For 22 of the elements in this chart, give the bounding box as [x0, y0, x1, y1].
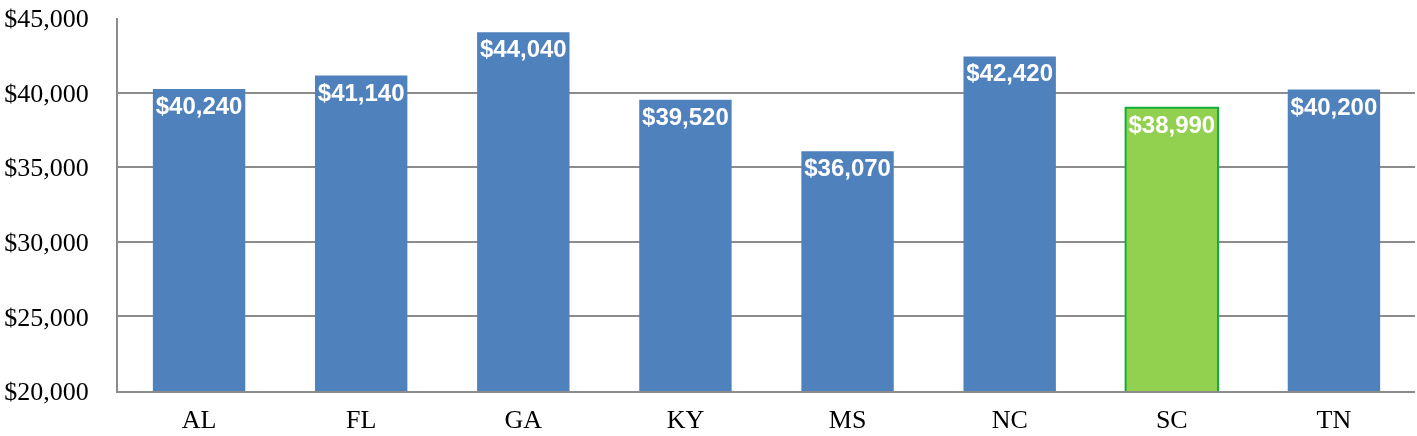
x-tick-label: AL — [181, 405, 217, 435]
y-tick-label: $40,000 — [4, 78, 89, 108]
data-label: $44,040 — [479, 35, 567, 63]
y-tick-label: $45,000 — [4, 4, 89, 34]
x-tick-label: SC — [1155, 405, 1188, 435]
data-label: $41,140 — [317, 78, 405, 106]
data-label: $36,070 — [804, 154, 891, 182]
x-tick-label: TN — [1316, 405, 1352, 435]
x-tick-label: NC — [991, 405, 1028, 435]
data-label: $42,420 — [966, 59, 1054, 87]
y-tick-label: $35,000 — [4, 153, 89, 183]
y-tick-label: $20,000 — [4, 377, 89, 407]
x-tick-label: MS — [828, 405, 867, 435]
y-tick-label: $30,000 — [4, 227, 89, 257]
data-label: $40,240 — [155, 92, 243, 120]
x-tick-label: FL — [346, 405, 377, 435]
data-label: $40,200 — [1290, 92, 1378, 120]
x-tick-label: KY — [666, 405, 705, 435]
x-tick-label: GA — [504, 405, 543, 435]
data-label: $39,520 — [642, 102, 729, 130]
data-label: $38,990 — [1128, 110, 1216, 138]
y-tick-label: $25,000 — [4, 302, 89, 332]
